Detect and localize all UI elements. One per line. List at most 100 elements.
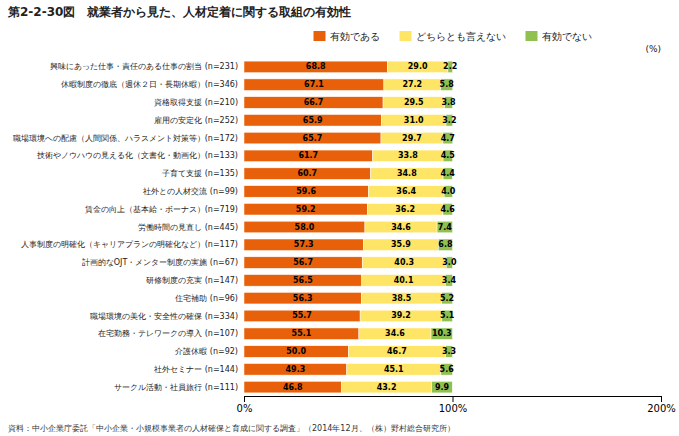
bar xyxy=(384,79,441,91)
bar xyxy=(387,61,447,73)
y-tick: 職場環境の美化・安全性の確保 (n=334) xyxy=(90,312,244,321)
x-tick: 100% xyxy=(439,396,468,414)
bar xyxy=(244,239,363,251)
data-label: 10.3 xyxy=(432,329,452,338)
bar xyxy=(244,310,360,322)
unit-label: (%) xyxy=(645,44,661,54)
bar xyxy=(244,275,362,287)
bar xyxy=(342,381,432,393)
y-tick: 休暇制度の徹底（週休２日・長期休暇）(n=346) xyxy=(61,80,244,89)
legend-swatch xyxy=(400,31,412,41)
y-tick-label: 介護休暇 (n=92) xyxy=(175,347,238,356)
data-label: 33.8 xyxy=(398,151,418,160)
y-tick-label: 計画的なOJT・メンター制度の実施 (n=67) xyxy=(82,258,238,267)
y-tick-label: 雇用の安定化 (n=252) xyxy=(154,116,238,125)
data-label: 56.7 xyxy=(293,258,313,267)
data-label: 29.0 xyxy=(408,62,428,71)
data-label: 56.3 xyxy=(293,294,313,303)
bar xyxy=(437,221,452,233)
data-label: 49.3 xyxy=(286,365,306,374)
y-tick: 研修制度の充実 (n=147) xyxy=(146,276,244,285)
bar xyxy=(368,186,444,198)
bars xyxy=(244,61,453,393)
y-axis: 興味にあった仕事・責任のある仕事の割当 (n=231) 休暇制度の徹底（週休２日・… xyxy=(13,62,244,391)
y-tick-label: 賃金の向上（基本給・ボーナス）(n=719) xyxy=(85,205,238,214)
bar xyxy=(361,292,441,304)
bar xyxy=(244,381,342,393)
data-label: 68.8 xyxy=(306,62,326,71)
legend-swatch xyxy=(314,31,326,41)
y-tick: 雇用の安定化 (n=252) xyxy=(154,116,244,125)
y-tick-label: 資格取得支援 (n=210) xyxy=(154,98,238,107)
x-axis-line xyxy=(245,397,662,403)
x-tick-mark xyxy=(661,396,662,402)
y-tick-label: 人事制度の明確化（キャリアプランの明確化など）(n=117) xyxy=(21,240,238,249)
y-tick-label: 子育て支援 (n=135) xyxy=(162,169,238,178)
data-labels: 68.867.166.765.965.761.760.759.659.258.0… xyxy=(283,62,457,391)
data-label: 34.6 xyxy=(391,223,411,232)
data-label: 40.3 xyxy=(394,258,414,267)
data-label: 59.6 xyxy=(296,187,316,196)
legend-item: 有効でない xyxy=(526,31,592,42)
data-label: 65.7 xyxy=(303,134,323,143)
bar xyxy=(244,328,359,340)
x-tick-label: 100% xyxy=(439,403,468,414)
bar xyxy=(431,328,452,340)
bar xyxy=(381,114,446,126)
bar xyxy=(244,97,383,109)
y-tick: 計画的なOJT・メンター制度の実施 (n=67) xyxy=(82,258,244,267)
bar xyxy=(438,239,452,251)
data-label: 56.5 xyxy=(293,276,313,285)
data-label: 35.9 xyxy=(391,240,411,249)
data-label: 5.1 xyxy=(440,311,455,320)
data-label: 60.7 xyxy=(297,169,317,178)
bar xyxy=(244,346,348,358)
legend-label: 有効でない xyxy=(542,31,592,42)
x-tick-label: 0% xyxy=(237,403,253,414)
data-label: 39.2 xyxy=(391,311,411,320)
data-label: 67.1 xyxy=(304,80,324,89)
bar xyxy=(244,132,381,144)
data-label: 29.7 xyxy=(402,134,422,143)
legend-label: どちらとも言えない xyxy=(416,31,506,42)
data-label: 46.8 xyxy=(283,383,303,392)
data-label: 36.2 xyxy=(395,205,415,214)
y-tick: 職場環境への配慮（人間関係、ハラスメント対策等）(n=172) xyxy=(13,134,244,143)
bar xyxy=(363,239,438,251)
data-label: 4.6 xyxy=(441,205,456,214)
bar xyxy=(367,203,442,215)
bar xyxy=(365,221,437,233)
bar xyxy=(244,114,381,126)
x-tick-label: 200% xyxy=(647,403,676,414)
bar xyxy=(244,186,368,198)
data-label: 3.3 xyxy=(442,347,456,356)
data-label: 4.4 xyxy=(441,169,456,178)
data-label: 61.7 xyxy=(298,151,318,160)
data-label: 3.4 xyxy=(442,276,457,285)
data-label: 9.9 xyxy=(435,383,450,392)
bar xyxy=(383,97,445,109)
bar xyxy=(244,257,362,269)
bar xyxy=(371,168,444,180)
y-tick: 興味にあった仕事・責任のある仕事の割当 (n=231) xyxy=(50,62,244,71)
bar xyxy=(362,275,446,287)
legend-item: どちらとも言えない xyxy=(400,31,506,42)
data-label: 4.5 xyxy=(441,151,456,160)
y-tick-label: 技術やノウハウの見える化（文書化・動画化）(n=133) xyxy=(36,151,238,160)
data-label: 34.8 xyxy=(397,169,417,178)
y-tick: 介護休暇 (n=92) xyxy=(175,347,244,356)
bar xyxy=(244,364,347,376)
bar xyxy=(432,381,453,393)
data-label: 38.5 xyxy=(392,294,412,303)
bar xyxy=(244,168,371,180)
bar xyxy=(373,150,443,162)
y-tick-label: 住宅補助 (n=96) xyxy=(175,294,238,303)
data-label: 27.2 xyxy=(402,80,422,89)
y-tick-label: サークル活動・社員旅行 (n=111) xyxy=(114,383,238,392)
bar xyxy=(244,221,365,233)
y-tick: 技術やノウハウの見える化（文書化・動画化）(n=133) xyxy=(36,151,244,160)
legend: 有効であるどちらとも言えない有効でない xyxy=(314,31,592,42)
data-label: 6.8 xyxy=(438,240,453,249)
data-label: 58.0 xyxy=(295,223,315,232)
title: 第2-2-30図 就業者から見た、人材定着に関する取組の有効性 xyxy=(7,5,351,19)
